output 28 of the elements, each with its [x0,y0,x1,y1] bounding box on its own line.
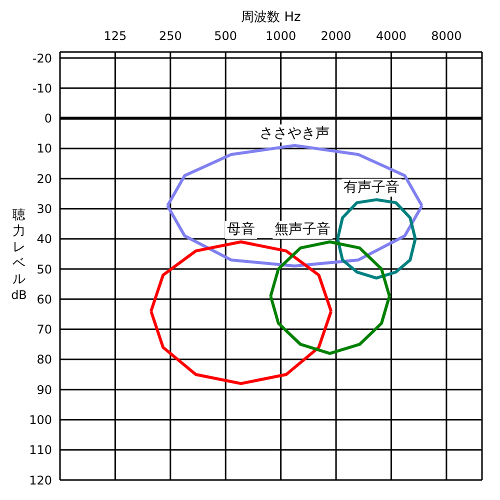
x-tick-label: 8000 [431,29,462,43]
y-tick-label: 30 [36,202,52,216]
y-tick-label: 120 [29,473,52,488]
y-tick-label: 80 [36,352,52,367]
y-tick-label: 50 [36,262,52,276]
series-label: 無声子音 [274,222,331,238]
y-tick-label: 0 [44,112,52,126]
y-tick-label: 70 [36,322,52,337]
x-tick-label: 250 [158,29,182,43]
x-tick-label: 2000 [320,29,352,43]
y-tick-label: 10 [36,142,52,156]
y-tick-label: 90 [36,382,52,397]
x-tick-label: 1000 [266,29,296,43]
y-tick-label: 60 [36,292,52,306]
series-label: ささやき声 [259,125,330,142]
x-tick-label: 500 [214,29,238,43]
y-tick-label: -10 [32,81,52,96]
y-tick-label: 20 [36,172,52,186]
x-tick-label: 4000 [376,29,407,43]
x-tick-label: 125 [104,29,127,43]
y-tick-label: 40 [36,232,52,246]
series-label: 有声子音 [344,180,400,196]
y-tick-label: 100 [29,412,52,427]
y-tick-label: 110 [29,443,52,458]
y-tick-label: -20 [32,51,52,66]
x-axis-title: 周波数 Hz [240,9,302,26]
series-label: 母音 [227,222,256,238]
y-axis-title: 聴力レベル dB [10,208,28,302]
